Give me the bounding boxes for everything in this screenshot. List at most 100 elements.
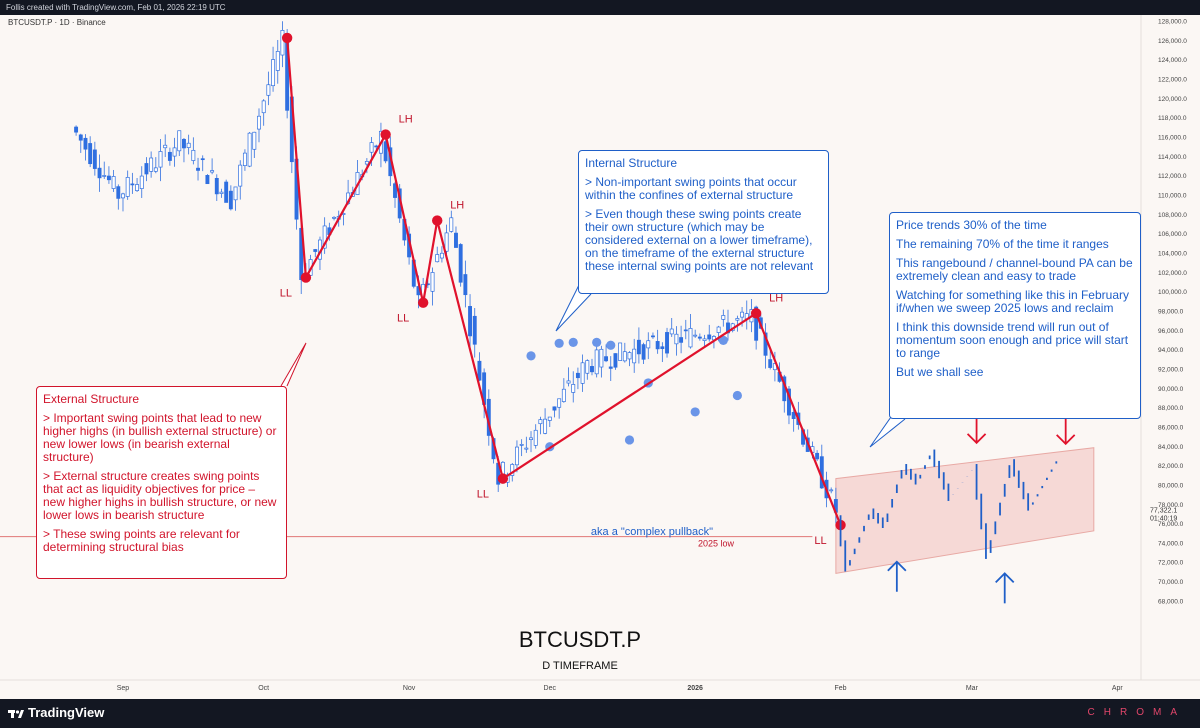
range-note-line-2: The remaining 70% of the time it ranges xyxy=(896,237,1109,251)
candle xyxy=(261,99,266,126)
candle-body xyxy=(374,145,379,148)
candle-body xyxy=(435,254,440,263)
candle xyxy=(313,248,318,258)
candle-body xyxy=(158,151,163,168)
candle xyxy=(683,319,688,340)
candle-body xyxy=(163,144,168,149)
x-tick-label: Apr xyxy=(1112,685,1124,692)
candle-body xyxy=(566,380,571,384)
time-axis[interactable]: Sep Oct Nov Dec 2026 Feb Mar Apr xyxy=(117,685,1124,692)
candle xyxy=(102,161,107,179)
candle xyxy=(627,351,632,367)
candle-body xyxy=(688,328,693,348)
candle xyxy=(144,157,149,182)
candle xyxy=(257,108,261,143)
x-tick-label: Feb xyxy=(835,685,847,692)
candle xyxy=(519,439,524,457)
lower-high-label: LH xyxy=(399,114,413,126)
range-note-line-1: Price trends 30% of the time xyxy=(896,218,1047,232)
range-note: Price trends 30% of the time The remaini… xyxy=(889,212,1141,419)
internal-swing-dot xyxy=(690,407,700,417)
y-tick-label: 104,000.0 xyxy=(1158,250,1187,257)
candle-body xyxy=(139,175,144,189)
lower-low-label: LL xyxy=(814,535,826,547)
candle xyxy=(149,151,154,178)
candle-body xyxy=(693,334,698,337)
candle xyxy=(97,154,102,192)
candle-body xyxy=(228,190,233,210)
candle-body xyxy=(261,100,266,114)
candle-body xyxy=(167,151,172,161)
candle xyxy=(228,185,233,211)
candle xyxy=(575,367,580,390)
internal-structure-note: Internal Structure > Non-important swing… xyxy=(578,150,829,294)
candle xyxy=(78,133,83,153)
candle xyxy=(529,431,533,453)
arrow-head xyxy=(995,572,1015,583)
candle xyxy=(449,210,454,233)
candle-body xyxy=(679,337,684,343)
candle xyxy=(186,134,191,155)
candle xyxy=(430,267,435,306)
candle-body xyxy=(102,175,107,177)
candle-body xyxy=(454,232,458,248)
arrow-head xyxy=(966,433,987,445)
candle xyxy=(364,158,369,174)
candle xyxy=(660,342,665,363)
last-price-value: 77,322.1 xyxy=(1150,507,1177,514)
candle xyxy=(571,371,576,403)
candle xyxy=(191,137,196,165)
last-price-countdown: 01:40:19 xyxy=(1150,515,1177,522)
price-axis[interactable]: 128,000.0 126,000.0 124,000.0 122,000.0 120,… xyxy=(1158,19,1187,606)
external-note-line-2: > External structure creates swing point… xyxy=(43,469,277,522)
candle xyxy=(552,406,557,418)
candle-body xyxy=(477,360,482,381)
candle xyxy=(697,333,702,341)
candle xyxy=(135,177,140,192)
candle-body xyxy=(200,158,205,161)
candle-body xyxy=(815,452,820,460)
candle xyxy=(721,309,726,327)
candle-body xyxy=(599,348,604,368)
y-tick-label: 112,000.0 xyxy=(1158,173,1187,180)
candle xyxy=(613,353,618,370)
candle-body xyxy=(768,359,773,368)
candle xyxy=(271,46,276,92)
y-tick-label: 76,000.0 xyxy=(1158,521,1184,528)
candle-body xyxy=(449,217,454,232)
tradingview-brand[interactable]: TradingView xyxy=(8,705,104,720)
candle-body xyxy=(257,115,261,130)
range-note-line-4: Watching for something like this in Febr… xyxy=(896,288,1129,315)
candle xyxy=(655,329,660,354)
range-note-line-5: I think this downside trend will run out… xyxy=(896,320,1129,360)
candle xyxy=(688,314,693,349)
candle-body xyxy=(144,163,149,175)
candles-layer xyxy=(74,21,838,524)
lower-low-label: LL xyxy=(477,489,489,501)
candle xyxy=(130,172,135,194)
candle xyxy=(547,416,552,427)
candle-body xyxy=(214,178,219,195)
y-tick-label: 82,000.0 xyxy=(1158,463,1184,470)
candle xyxy=(200,155,205,172)
candle xyxy=(557,398,562,419)
candle-body xyxy=(135,184,140,191)
candle-body xyxy=(651,335,655,338)
candle xyxy=(608,356,613,382)
candle-body xyxy=(538,419,543,425)
y-tick-label: 86,000.0 xyxy=(1158,424,1184,431)
range-note-pointer xyxy=(869,416,906,448)
candle xyxy=(196,157,200,181)
candle-body xyxy=(106,175,111,181)
lower-low-label: LL xyxy=(280,288,292,300)
candle-body xyxy=(121,193,125,199)
y-tick-label: 80,000.0 xyxy=(1158,482,1184,489)
candle-body xyxy=(608,366,613,369)
candle xyxy=(252,131,257,158)
candle-body xyxy=(177,130,182,152)
candle xyxy=(735,315,740,332)
candle-body xyxy=(627,352,632,360)
candle xyxy=(383,137,388,164)
candle-body xyxy=(444,232,449,252)
y-tick-label: 108,000.0 xyxy=(1158,212,1187,219)
